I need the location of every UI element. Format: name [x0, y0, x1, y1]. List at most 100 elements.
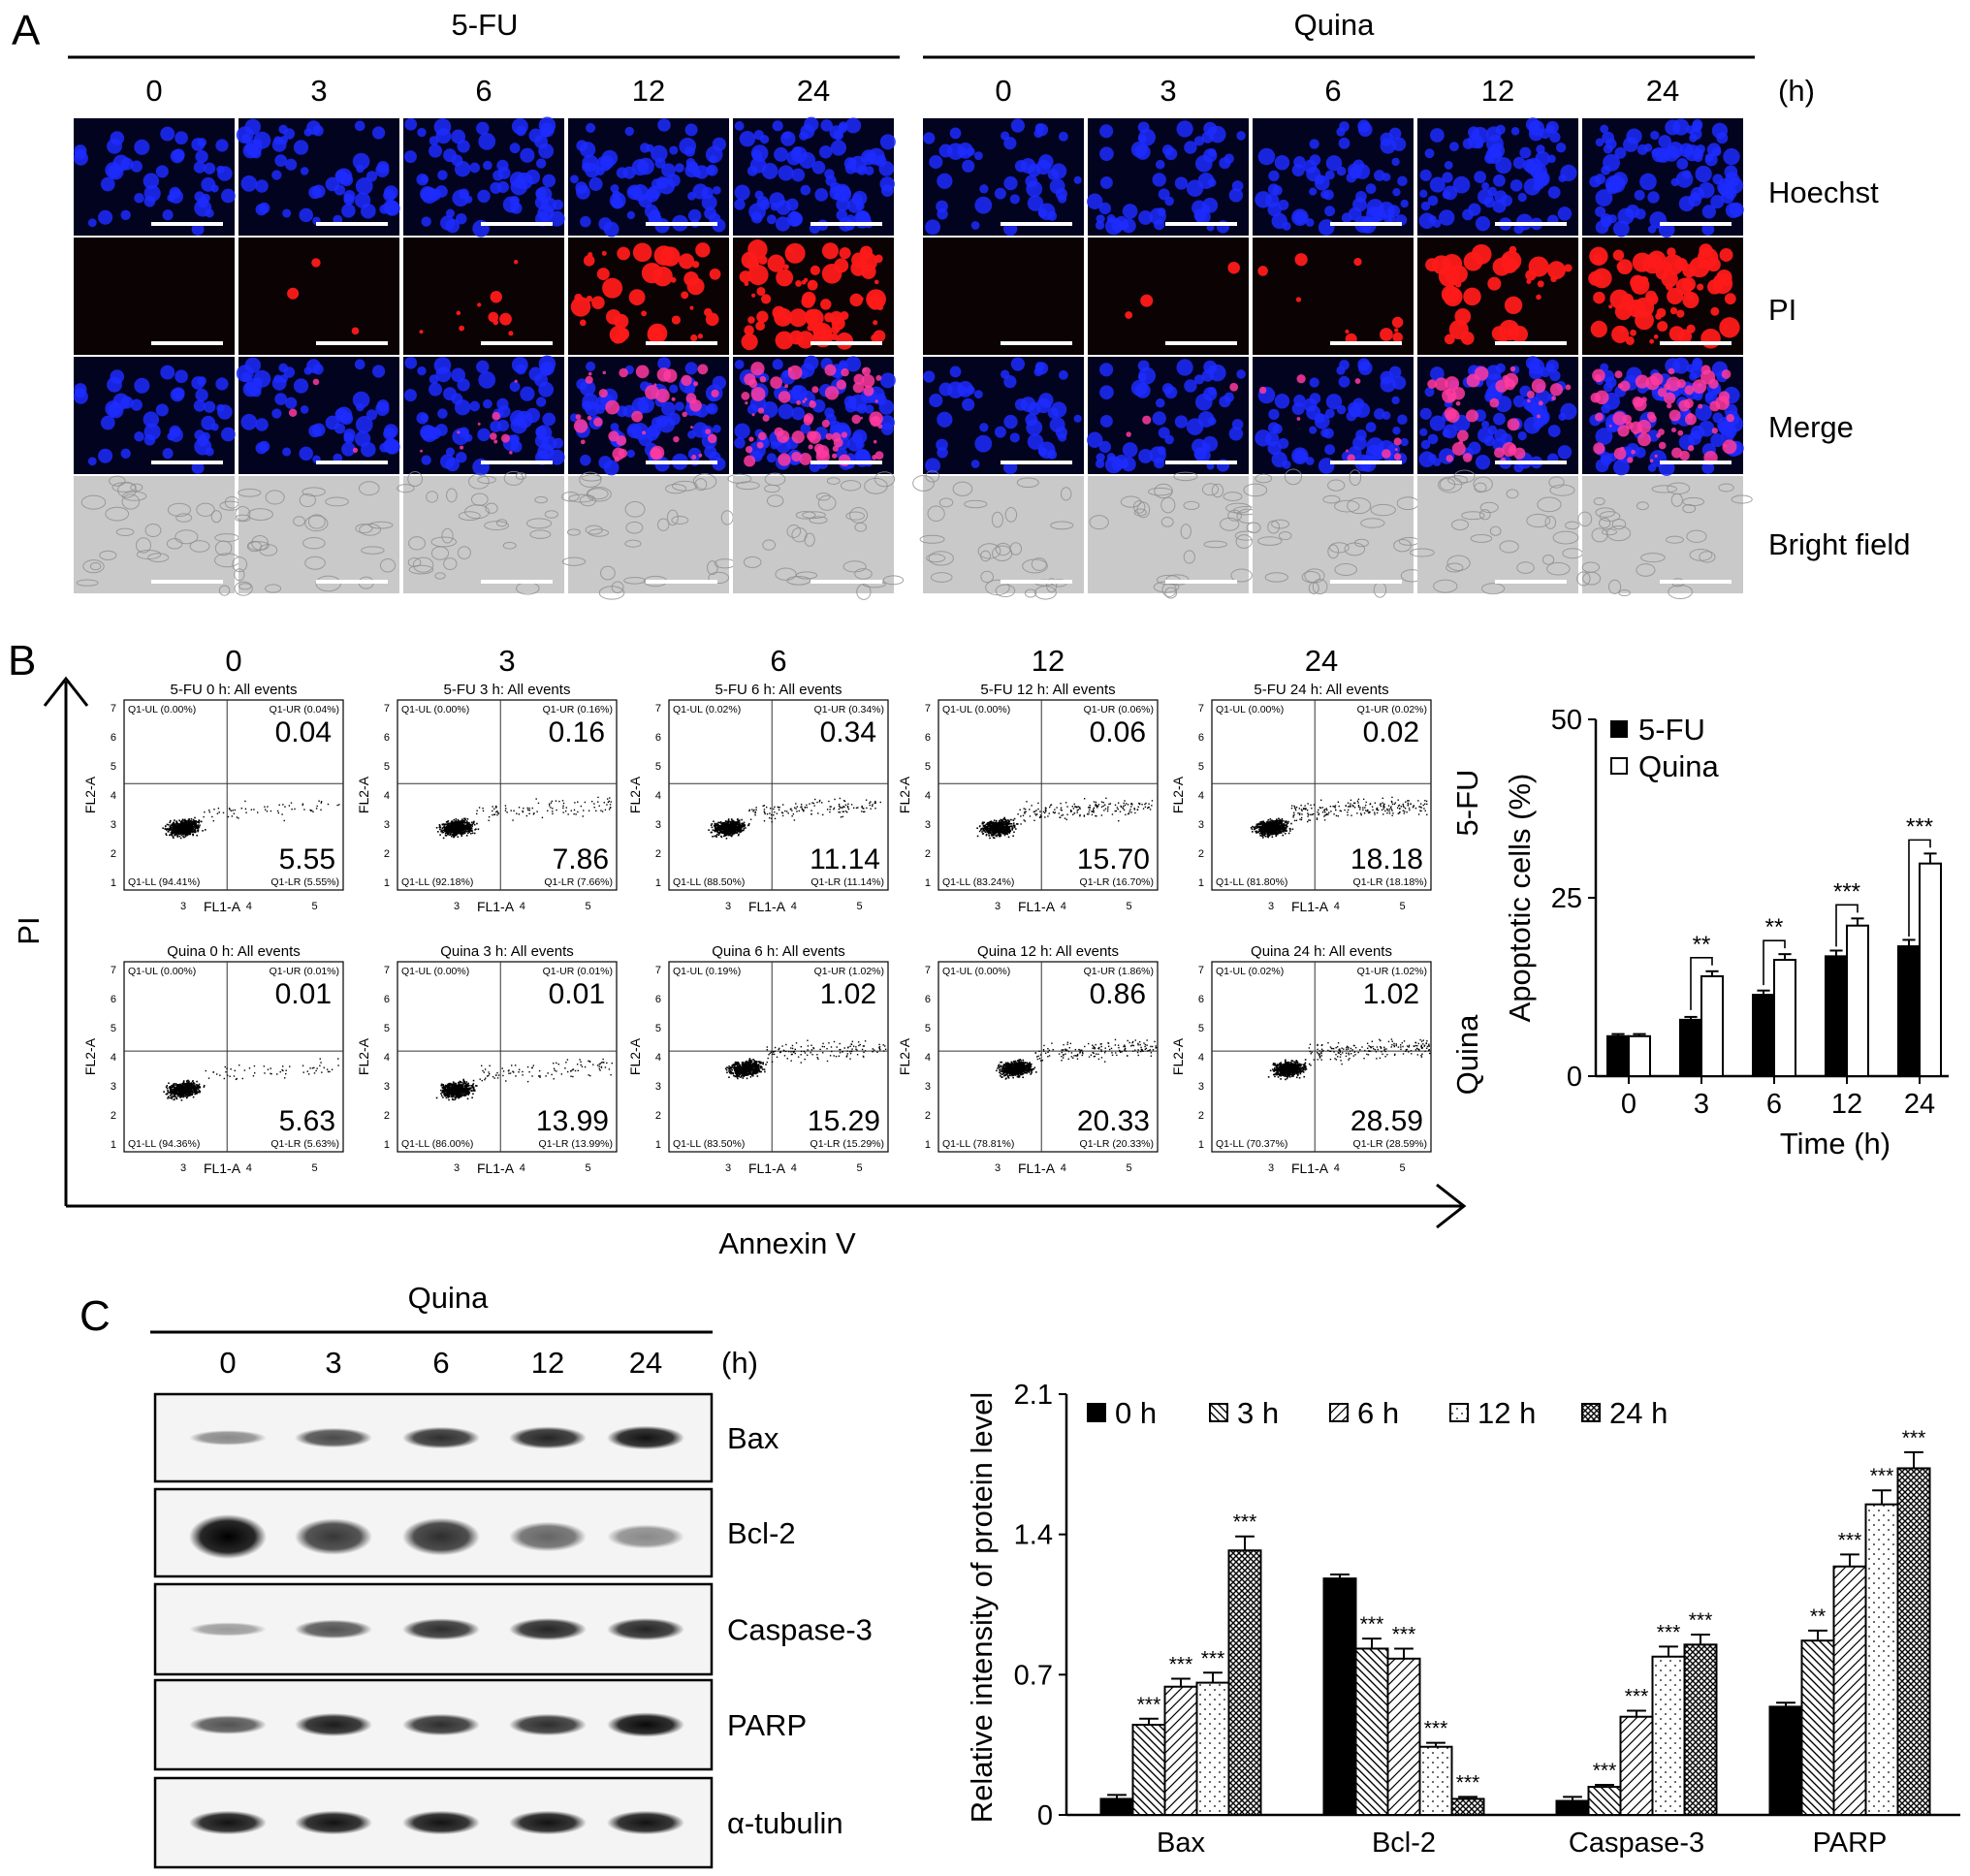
- flow-plot-title: Quina 12 h: All events: [977, 943, 1119, 960]
- time-label: 3: [1160, 74, 1176, 108]
- micrograph-cell: [1417, 238, 1578, 355]
- row-label: Bright field: [1768, 527, 1910, 561]
- blot-band: [607, 1712, 684, 1737]
- y-tick-label: 25: [1551, 883, 1582, 914]
- time-label: 3: [498, 644, 515, 678]
- significance-label: ***: [1833, 878, 1860, 905]
- blot-band: [607, 1810, 684, 1835]
- time-label: 6: [1324, 74, 1341, 108]
- y-tick-label: 7: [1198, 703, 1204, 715]
- x-tick-label: 4: [791, 901, 797, 912]
- quadrant-ul-label: Q1-UL (0.00%): [401, 966, 469, 977]
- flow-plot-title: 5-FU 12 h: All events: [980, 682, 1115, 698]
- micrograph-cell: [568, 357, 729, 476]
- quadrant-ur-value: 0.01: [549, 978, 605, 1010]
- y-tick-label: 2: [384, 848, 390, 860]
- quadrant-ur-label: Q1-UR (0.02%): [1357, 704, 1427, 715]
- time-label: 12: [632, 74, 665, 108]
- y-tick-label: 2: [655, 848, 661, 860]
- x-tick-label: 4: [791, 1162, 797, 1174]
- legend-swatch: [1610, 720, 1628, 738]
- blot-band: [509, 1713, 587, 1736]
- western-blots: Bax Bcl-2 Caspase-3 PARP α-tubulin: [153, 1392, 873, 1869]
- y-tick-label: 2: [925, 1110, 931, 1122]
- time-label: 12: [1481, 74, 1514, 108]
- quadrant-ur-label: Q1-UR (0.04%): [270, 704, 339, 715]
- x-tick-label: 3: [995, 901, 1001, 912]
- quadrant-ll-label: Q1-LL (81.80%): [1216, 876, 1287, 888]
- y-tick-label: 4: [1198, 1052, 1204, 1064]
- x-tick-label: 5: [586, 1162, 591, 1174]
- quadrant-ll-label: Q1-LL (88.50%): [673, 876, 745, 888]
- time-label: 0: [225, 644, 241, 678]
- legend-label: 6 h: [1357, 1396, 1399, 1430]
- y-tick-label: 3: [111, 819, 116, 831]
- micrograph-cell: [1582, 357, 1744, 477]
- y-tick-label: 7: [384, 703, 390, 715]
- fl2-axis-label: FL2-A: [82, 1037, 98, 1075]
- y-tick-label: 1: [655, 1139, 661, 1151]
- panel-b-time-labels: 0 3 6 12 24: [225, 644, 1338, 678]
- quadrant-ul-label: Q1-UL (0.00%): [401, 704, 469, 715]
- bar: [1825, 955, 1848, 1077]
- x-tick-label: 3: [454, 901, 460, 912]
- fl2-axis-label: FL2-A: [1170, 776, 1186, 813]
- y-tick-label: 3: [1198, 819, 1204, 831]
- quadrant-ur-label: Q1-UR (1.86%): [1084, 966, 1154, 977]
- x-tick-label: 3: [995, 1162, 1001, 1174]
- flow-plot-title: Quina 24 h: All events: [1251, 943, 1392, 960]
- bar: [1897, 945, 1921, 1077]
- apoptosis-bar-chart: 0 25 50 0 3 6 12 24 Time (h) Apoptotic cells (%) 5…: [1503, 705, 1949, 1161]
- x-tick-label: 4: [1061, 1162, 1066, 1174]
- fl1-axis-label: FL1-A: [204, 1161, 241, 1176]
- flow-plot-title: 5-FU 0 h: All events: [171, 682, 298, 698]
- x-axis-label: Time (h): [1780, 1127, 1891, 1161]
- quadrant-ul-label: Q1-UL (0.00%): [942, 966, 1010, 977]
- y-tick-label: 2: [1198, 848, 1204, 860]
- legend-label: 5-FU: [1638, 713, 1705, 747]
- micrograph-cell: [403, 355, 565, 476]
- quadrant-lr-value: 13.99: [536, 1105, 609, 1137]
- y-tick-label: 1: [111, 877, 116, 889]
- y-tick-label: 4: [655, 790, 661, 802]
- x-tick-label: 0: [1621, 1089, 1636, 1120]
- quadrant-lr-label: Q1-LR (20.33%): [1080, 1138, 1154, 1150]
- y-tick-label: 3: [384, 1081, 390, 1093]
- significance-label: ***: [1689, 1609, 1713, 1632]
- micrograph-cell: [733, 238, 894, 355]
- significance-label: ***: [1233, 1511, 1257, 1534]
- y-tick-label: 5: [1198, 761, 1204, 773]
- legend-swatch: [1581, 1403, 1601, 1422]
- legend-label: 3 h: [1237, 1396, 1279, 1430]
- bar: [1322, 1577, 1357, 1816]
- quadrant-lr-label: Q1-LR (13.99%): [539, 1138, 613, 1150]
- blot-band: [509, 1521, 587, 1552]
- micrograph-cell: [1417, 356, 1578, 474]
- bar: [1832, 1565, 1867, 1816]
- quadrant-ur-value: 1.02: [820, 978, 876, 1010]
- micrograph-cell: [403, 116, 565, 238]
- y-tick-label: 6: [655, 994, 661, 1005]
- blot-strip: Bcl-2: [153, 1487, 796, 1578]
- blot-band: [607, 1524, 684, 1549]
- micrograph-cell: [403, 238, 564, 355]
- y-tick-label: 2.1: [1014, 1380, 1053, 1411]
- bar: [1606, 1034, 1630, 1078]
- x-tick-label: 4: [1334, 1162, 1340, 1174]
- y-tick-label: 2: [1198, 1110, 1204, 1122]
- x-tick-label: 5: [312, 1162, 318, 1174]
- blot-band: [189, 1810, 267, 1835]
- x-tick-label: 5: [586, 901, 591, 912]
- x-tick-label: 4: [1061, 901, 1066, 912]
- bar: [1846, 924, 1869, 1077]
- blot-band: [189, 1514, 267, 1559]
- blot-band: [509, 1810, 587, 1835]
- bar: [1679, 1018, 1702, 1077]
- micrograph-cell: [923, 357, 1084, 475]
- flow-plot: 5-FU 12 h: All events Q1-UL (0.00%) Q1-UR …: [897, 682, 1159, 914]
- blot-band: [402, 1618, 480, 1640]
- row-label-quina: Quina: [1450, 1014, 1484, 1095]
- micrograph-cell: [1253, 118, 1414, 236]
- fl1-axis-label: FL1-A: [1291, 899, 1329, 914]
